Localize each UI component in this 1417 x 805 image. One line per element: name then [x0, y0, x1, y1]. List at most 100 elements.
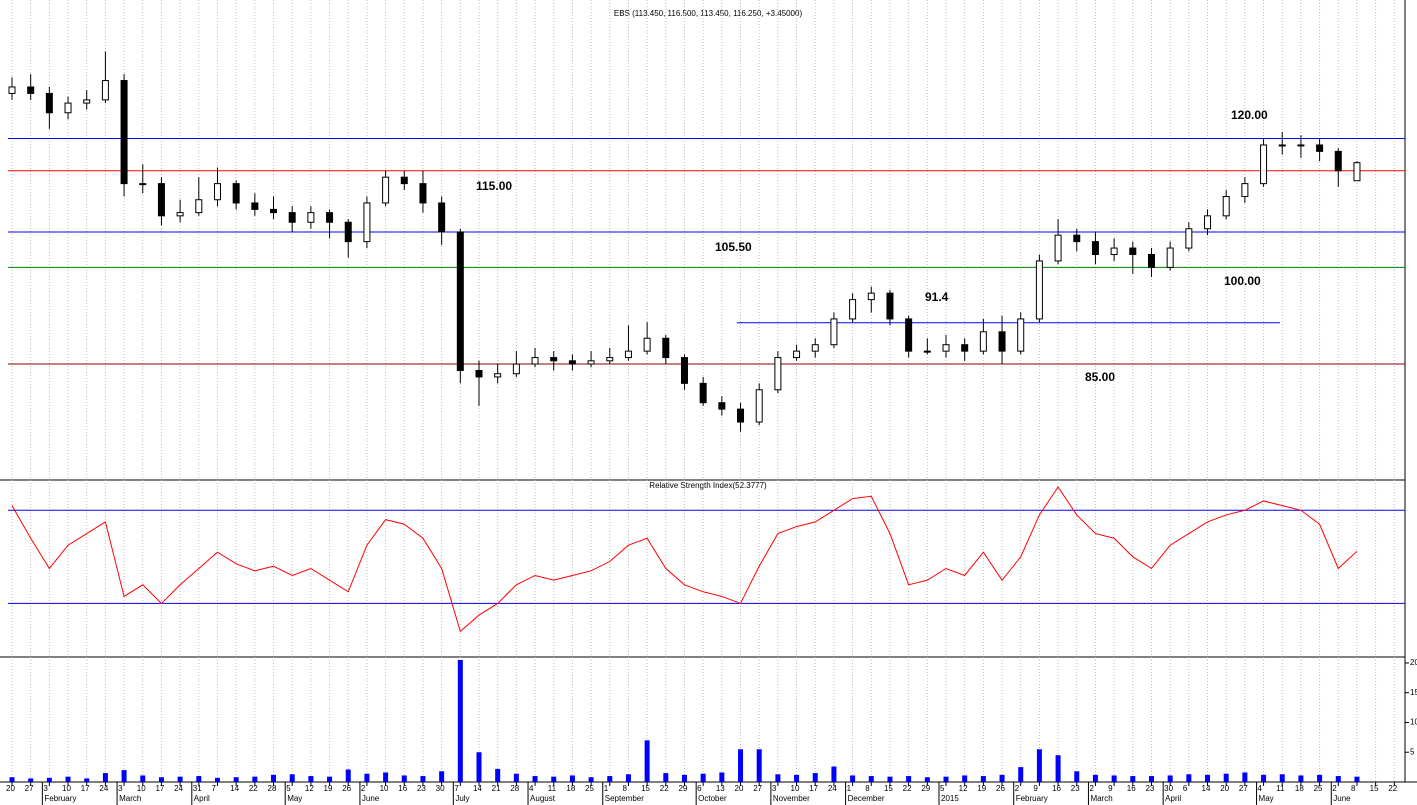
- volume-bar: [289, 774, 295, 782]
- x-tick-label: 30: [436, 784, 445, 793]
- candle-body: [1316, 144, 1324, 152]
- x-tick-label: 18: [566, 784, 575, 793]
- x-tick-label: 29: [921, 784, 930, 793]
- candle-body: [494, 373, 502, 378]
- candle-body: [550, 357, 558, 362]
- candle-body: [1017, 318, 1025, 352]
- x-tick-label: 12: [305, 784, 314, 793]
- x-tick-label: 1: [604, 784, 609, 793]
- candle-body: [213, 183, 221, 201]
- volume-bar: [28, 778, 34, 782]
- candle-body: [307, 212, 315, 223]
- candle-body: [587, 360, 595, 365]
- volume-bar: [999, 774, 1005, 782]
- volume-bar: [1055, 755, 1061, 782]
- candle-body: [1353, 162, 1361, 182]
- x-tick-label: 22: [249, 784, 258, 793]
- volume-bar: [831, 766, 837, 782]
- volume-bar: [738, 749, 744, 782]
- candle-body: [1054, 234, 1062, 262]
- candle-body: [1222, 196, 1230, 217]
- volume-bar: [850, 775, 856, 782]
- x-tick-label: 5: [286, 784, 291, 793]
- x-tick-label: 17: [809, 784, 818, 793]
- month-label: September: [605, 794, 644, 803]
- x-tick-label: 4: [1258, 784, 1263, 793]
- candle-body: [643, 337, 651, 352]
- y-tick-label: 5: [1410, 747, 1415, 756]
- volume-bar: [1279, 774, 1285, 782]
- x-tick-label: 3: [118, 784, 123, 793]
- x-tick-label: 28: [268, 784, 277, 793]
- candle-body: [662, 337, 670, 359]
- candle-body: [699, 382, 707, 404]
- volume-bar: [700, 773, 706, 782]
- volume-bar: [1242, 772, 1248, 782]
- volume-bar: [1130, 776, 1136, 782]
- level-label: 120.00: [1231, 108, 1268, 122]
- x-tick-label: 1: [847, 784, 852, 793]
- volume-bar: [420, 776, 426, 782]
- x-tick-label: 14: [230, 784, 239, 793]
- volume-bar: [252, 776, 258, 782]
- x-tick-label: 9: [1108, 784, 1113, 793]
- candle-body: [568, 360, 576, 365]
- x-tick-label: 30: [1164, 784, 1173, 793]
- volume-bar: [794, 774, 800, 782]
- month-label: April: [194, 794, 210, 803]
- x-tick-label: 24: [174, 784, 183, 793]
- x-tick-label: 23: [1071, 784, 1080, 793]
- volume-bar: [383, 772, 389, 782]
- candle-body: [1073, 234, 1081, 243]
- volume-bar: [887, 776, 893, 782]
- x-tick-label: 15: [641, 784, 650, 793]
- candle-body: [1241, 183, 1249, 198]
- candle-body: [1185, 228, 1193, 249]
- candle-body: [830, 318, 838, 346]
- volume-bar: [775, 774, 781, 782]
- volume-bar: [1317, 774, 1323, 782]
- candle-body: [27, 86, 35, 94]
- month-label: 2015: [941, 794, 959, 803]
- volume-bar: [345, 769, 351, 782]
- month-label: July: [455, 794, 469, 803]
- x-tick-label: 2: [1015, 784, 1020, 793]
- x-tick-label: 18: [1295, 784, 1304, 793]
- candle-body: [849, 299, 857, 320]
- x-tick-label: 24: [828, 784, 837, 793]
- month-label: November: [773, 794, 810, 803]
- volume-bar: [513, 773, 519, 782]
- x-tick-label: 22: [903, 784, 912, 793]
- x-tick-label: 16: [1052, 784, 1061, 793]
- candle-body: [998, 331, 1006, 352]
- volume-bar: [906, 776, 912, 782]
- x-tick-label: 17: [155, 784, 164, 793]
- x-tick-label: 13: [716, 784, 725, 793]
- x-tick-label: 25: [1314, 784, 1323, 793]
- volume-bar: [1205, 774, 1211, 782]
- volume-bar: [1298, 775, 1304, 782]
- volume-bar: [588, 777, 594, 782]
- candle-body: [774, 357, 782, 391]
- candle-body: [531, 357, 539, 365]
- volume-bar: [1018, 767, 1024, 782]
- chart-title: EBS (113.450, 116.500, 113.450, 116.250,…: [614, 9, 803, 18]
- volume-bar: [569, 775, 575, 782]
- x-tick-label: 24: [99, 784, 108, 793]
- volume-bar: [102, 773, 108, 782]
- x-tick-label: 23: [1145, 784, 1154, 793]
- x-tick-label: 10: [791, 784, 800, 793]
- volume-bar: [364, 773, 370, 782]
- volume-bar: [196, 776, 202, 782]
- x-tick-label: 20: [735, 784, 744, 793]
- volume-bar: [46, 777, 52, 782]
- candle-body: [1147, 253, 1155, 268]
- x-tick-label: 16: [1127, 784, 1136, 793]
- candle-body: [438, 202, 446, 233]
- month-label: March: [119, 794, 141, 803]
- candle-body: [606, 357, 614, 362]
- candle-body: [1110, 247, 1118, 255]
- candle-body: [101, 80, 109, 101]
- candle-body: [1035, 260, 1043, 320]
- level-label: 100.00: [1224, 274, 1261, 288]
